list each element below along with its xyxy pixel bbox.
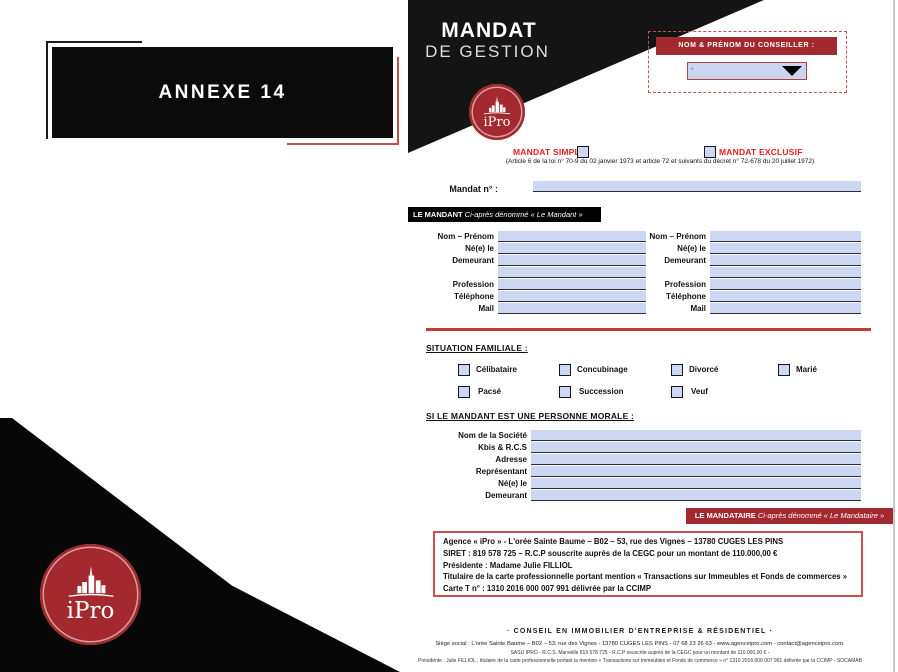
concubinage-checkbox[interactable] bbox=[559, 364, 571, 376]
annexe-shadow-black bbox=[46, 41, 142, 139]
mandant-left-demeurant-input[interactable] bbox=[498, 255, 646, 266]
veuf-label: Veuf bbox=[691, 387, 708, 396]
societe-adresse-input[interactable] bbox=[531, 454, 861, 465]
mandant-right-ne-input[interactable] bbox=[710, 243, 861, 254]
doc-title-line2: DE GESTION bbox=[425, 42, 550, 61]
societe-nom-input[interactable] bbox=[531, 430, 861, 441]
mandant-right-telephone-input[interactable] bbox=[710, 291, 861, 302]
celibataire-label: Célibataire bbox=[476, 365, 517, 374]
doc-title-line1: MANDAT bbox=[441, 19, 537, 42]
field-label: Né(e) le bbox=[465, 244, 494, 253]
societe-demeurant-input[interactable] bbox=[531, 490, 861, 501]
succession-checkbox[interactable] bbox=[559, 386, 571, 398]
mandant-left-nom-input[interactable] bbox=[498, 231, 646, 242]
succession-label: Succession bbox=[579, 387, 624, 396]
field-label: Né(e) le bbox=[498, 479, 527, 488]
dropdown-arrow-icon bbox=[782, 66, 802, 76]
field-label: Représentant bbox=[475, 467, 527, 476]
marie-checkbox[interactable] bbox=[778, 364, 790, 376]
field-label: Mail bbox=[478, 304, 494, 313]
mandant-left-mail-input[interactable] bbox=[498, 303, 646, 314]
building-icon bbox=[68, 566, 113, 597]
societe-ne-input[interactable] bbox=[531, 478, 861, 489]
mandant-section-subtitle: Ci-après dénommé « Le Mandant » bbox=[462, 210, 583, 219]
mandant-left-demeurant2-input[interactable] bbox=[498, 267, 646, 278]
ipro-logo: iPro bbox=[40, 544, 141, 645]
footer-legal-2: Présidente : Julie FILLIOL , titulaire d… bbox=[418, 658, 862, 664]
footer-address: Siège social : L'orée Sainte Baume – B02… bbox=[435, 641, 845, 647]
ipro-logo-header: iPro bbox=[469, 84, 525, 140]
mandant-section-title: LE MANDANT bbox=[413, 210, 463, 219]
pacse-label: Pacsé bbox=[478, 387, 502, 396]
mandat-number-label: Mandat n° : bbox=[449, 184, 498, 194]
mandant-section-bar: LE MANDANT Ci-après dénommé « Le Mandant… bbox=[408, 207, 601, 222]
annexe-label: ANNEXE 14 bbox=[158, 81, 287, 103]
building-icon bbox=[483, 95, 511, 114]
footer-legal-1: SASU IPRO - R.C.S. Marseille 819 578 725… bbox=[510, 650, 770, 656]
agency-line: Carte T n° : 1310 2016 000 007 991 déliv… bbox=[443, 584, 652, 594]
agency-line: Présidente : Madame Julie FILLIOL bbox=[443, 560, 573, 570]
pacse-checkbox[interactable] bbox=[458, 386, 470, 398]
agency-line: Agence « iPro » - L'orée Sainte Baume – … bbox=[443, 537, 784, 546]
field-label: Demeurant bbox=[664, 256, 706, 265]
divorce-label: Divorcé bbox=[689, 365, 719, 374]
mandat-simple-label: MANDAT SIMPLE bbox=[513, 147, 586, 157]
conseiller-banner: NOM & PRÉNOM DU CONSEILLER : bbox=[656, 37, 837, 55]
mandant-left-ne-input[interactable] bbox=[498, 243, 646, 254]
annexe-shadow-red bbox=[287, 57, 399, 145]
field-label: Demeurant bbox=[485, 491, 527, 500]
conseiller-dashed-frame bbox=[648, 31, 847, 93]
mandant-right-demeurant-input[interactable] bbox=[710, 255, 861, 266]
celibataire-checkbox[interactable] bbox=[458, 364, 470, 376]
field-label: Nom – Prénom bbox=[649, 232, 706, 241]
mandataire-section-bar: LE MANDATAIRE Ci-après dénommé « Le Mand… bbox=[686, 508, 893, 524]
mandant-right-mail-input[interactable] bbox=[710, 303, 861, 314]
mandant-right-demeurant2-input[interactable] bbox=[710, 267, 861, 278]
agency-line: SIRET : 819 578 725 – R.C.P souscrite au… bbox=[443, 548, 778, 558]
mandat-exclusif-checkbox[interactable] bbox=[704, 146, 716, 158]
divorce-checkbox[interactable] bbox=[671, 364, 683, 376]
ipro-logo-text: iPro bbox=[483, 114, 511, 130]
mandant-left-profession-input[interactable] bbox=[498, 279, 646, 290]
field-label: Adresse bbox=[495, 455, 527, 464]
mandant-left-telephone-input[interactable] bbox=[498, 291, 646, 302]
field-label: Nom de la Société bbox=[458, 431, 527, 440]
red-divider bbox=[426, 328, 871, 331]
concubinage-label: Concubinage bbox=[577, 365, 628, 374]
mandat-exclusif-label: MANDAT EXCLUSIF bbox=[719, 147, 803, 157]
field-label: Nom – Prénom bbox=[437, 232, 494, 241]
mandat-number-input[interactable] bbox=[533, 181, 861, 192]
situation-familiale-heading: SITUATION FAMILIALE : bbox=[426, 343, 528, 353]
field-label: Profession bbox=[452, 280, 494, 289]
societe-kbis-input[interactable] bbox=[531, 442, 861, 453]
conseiller-selected-value: - bbox=[691, 64, 694, 73]
veuf-checkbox[interactable] bbox=[671, 386, 683, 398]
legal-note: (Article 6 de la loi n° 70-9 du 02 janvi… bbox=[505, 158, 815, 165]
marie-label: Marié bbox=[796, 365, 817, 374]
field-label: Né(e) le bbox=[677, 244, 706, 253]
page-right-edge bbox=[893, 0, 895, 672]
annexe-banner: ANNEXE 14 bbox=[52, 47, 393, 138]
field-label: Kbis & R.C.S bbox=[478, 443, 527, 452]
mandant-right-profession-input[interactable] bbox=[710, 279, 861, 290]
mandataire-section-title: LE MANDATAIRE bbox=[694, 511, 756, 520]
personne-morale-heading: SI LE MANDANT EST UNE PERSONNE MORALE : bbox=[426, 411, 635, 421]
mandat-simple-checkbox[interactable] bbox=[577, 146, 589, 158]
conseiller-select[interactable]: - bbox=[687, 62, 807, 80]
field-label: Téléphone bbox=[453, 292, 494, 301]
agency-line: Titulaire de la carte professionnelle po… bbox=[443, 572, 848, 582]
footer-tagline: · CONSEIL EN IMMOBILIER D'ENTREPRISE & R… bbox=[506, 628, 774, 635]
mandant-right-nom-input[interactable] bbox=[710, 231, 861, 242]
field-label: Téléphone bbox=[665, 292, 706, 301]
agency-info-box: Agence « iPro » - L'orée Sainte Baume – … bbox=[433, 531, 863, 597]
field-label: Profession bbox=[664, 280, 706, 289]
field-label: Demeurant bbox=[452, 256, 494, 265]
field-label: Mail bbox=[690, 304, 706, 313]
societe-representant-input[interactable] bbox=[531, 466, 861, 477]
mandataire-section-subtitle: Ci-après dénommé « Le Mandataire » bbox=[755, 511, 885, 520]
ipro-logo-text: iPro bbox=[66, 598, 115, 624]
